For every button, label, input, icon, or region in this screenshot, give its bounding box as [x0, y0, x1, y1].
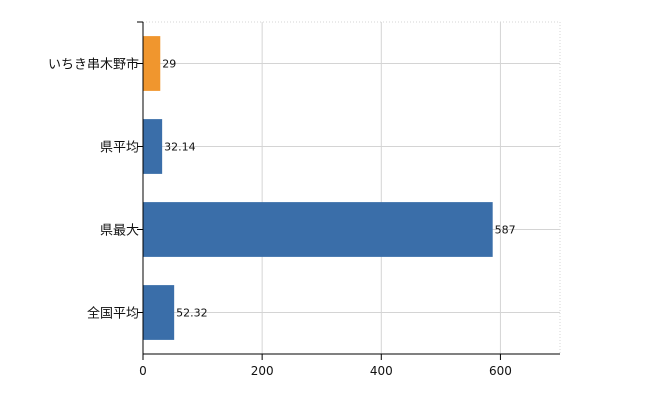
category-label: 県最大	[100, 224, 139, 239]
data-label: 587	[495, 224, 516, 237]
x-tick-label: 600	[489, 364, 512, 378]
x-tick-label: 400	[370, 364, 393, 378]
x-tick-label: 200	[251, 364, 274, 378]
x-tick-label: 0	[139, 364, 147, 378]
data-label: 29	[162, 58, 176, 71]
category-label: いちき串木野市	[48, 57, 139, 73]
data-label: 52.32	[176, 307, 208, 320]
bar	[143, 202, 493, 257]
data-label: 32.14	[164, 141, 196, 154]
category-label: 県平均	[100, 141, 139, 156]
bar	[143, 285, 175, 340]
bar	[143, 36, 161, 91]
category-label: 全国平均	[87, 306, 139, 322]
bar	[143, 119, 163, 174]
